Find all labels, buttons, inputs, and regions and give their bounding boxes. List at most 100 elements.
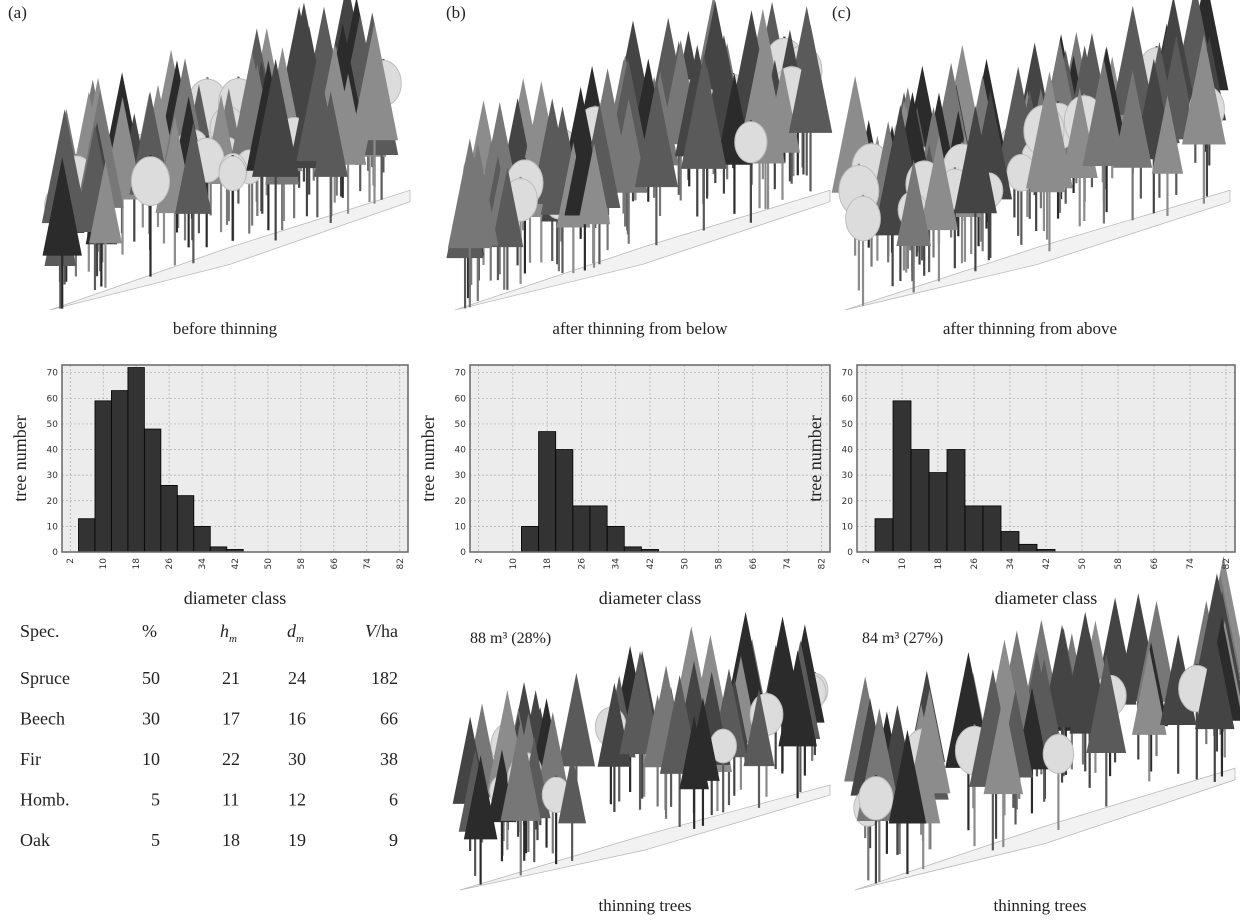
x-tick-label: 34 bbox=[1006, 558, 1016, 570]
bar bbox=[589, 505, 608, 553]
panel-label: (c) bbox=[832, 3, 851, 22]
bar bbox=[160, 484, 178, 553]
table-header: V/ha bbox=[365, 621, 398, 641]
bar bbox=[874, 518, 894, 553]
bar bbox=[982, 505, 1002, 553]
y-tick-label: 70 bbox=[47, 369, 59, 379]
header-symbol: d bbox=[287, 621, 297, 641]
row-species: Homb. bbox=[20, 790, 70, 810]
conifer-crown bbox=[88, 161, 122, 244]
x-tick-label: 50 bbox=[1078, 558, 1088, 570]
conifer-crown bbox=[447, 138, 492, 249]
y-tick-label: 70 bbox=[842, 369, 854, 379]
bar bbox=[94, 400, 112, 553]
x-tick-label: 58 bbox=[1114, 558, 1124, 570]
y-tick-label: 0 bbox=[52, 548, 58, 558]
table-cell: 16 bbox=[288, 709, 306, 729]
x-tick-label: 74 bbox=[783, 558, 793, 570]
x-tick-label: 42 bbox=[646, 558, 656, 569]
conifer-crown bbox=[577, 143, 611, 225]
x-tick-label: 18 bbox=[934, 558, 944, 570]
y-tick-label: 50 bbox=[47, 420, 59, 430]
forest bbox=[446, 0, 833, 311]
y-tick-label: 60 bbox=[455, 394, 467, 404]
y-tick-label: 30 bbox=[47, 471, 59, 481]
bar bbox=[193, 525, 211, 553]
table-header: % bbox=[142, 621, 157, 641]
x-tick-label: 2 bbox=[66, 558, 76, 564]
y-tick-label: 50 bbox=[842, 420, 854, 430]
x-tick-label: 34 bbox=[198, 558, 208, 570]
conifer-crown bbox=[557, 672, 596, 767]
bar bbox=[572, 505, 591, 553]
conifer-crown bbox=[778, 650, 817, 747]
bar bbox=[946, 449, 966, 553]
x-tick-label: 26 bbox=[577, 558, 587, 570]
forest-illustrations bbox=[41, 0, 1240, 891]
conifer-crown bbox=[1195, 630, 1235, 730]
table-cell: 5 bbox=[151, 830, 160, 850]
conifer-crown bbox=[175, 122, 212, 214]
y-axis-label: tree number bbox=[418, 415, 438, 501]
conifer-crown bbox=[463, 755, 498, 840]
conifer-crown bbox=[680, 54, 727, 169]
table-cell: 22 bbox=[222, 749, 240, 769]
x-tick-label: 10 bbox=[99, 558, 109, 570]
table-cell: 11 bbox=[222, 790, 239, 810]
table-cell: 17 bbox=[222, 709, 240, 729]
panel-label: (b) bbox=[446, 3, 466, 22]
ground bbox=[49, 189, 411, 311]
x-tick-label: 66 bbox=[1150, 558, 1160, 570]
conifer-crown bbox=[1082, 59, 1126, 167]
conifer-crown bbox=[1086, 653, 1127, 754]
conifer-crown bbox=[609, 98, 648, 193]
y-tick-label: 0 bbox=[847, 548, 853, 558]
x-tick-label: 2 bbox=[862, 558, 872, 564]
forest bbox=[41, 0, 411, 311]
bar bbox=[1018, 543, 1038, 553]
x-tick-label: 34 bbox=[612, 558, 622, 570]
table-cell: 66 bbox=[380, 709, 398, 729]
x-tick-label: 58 bbox=[297, 558, 307, 570]
bar bbox=[964, 505, 984, 553]
table-cell: 5 bbox=[151, 790, 160, 810]
x-tick-label: 26 bbox=[970, 558, 980, 570]
conifer-crown bbox=[313, 91, 348, 177]
x-tick-label: 50 bbox=[680, 558, 690, 570]
x-tick-label: 50 bbox=[264, 558, 274, 570]
conifer-crown bbox=[1181, 34, 1226, 145]
table-cell: 12 bbox=[288, 790, 306, 810]
table-cell: 50 bbox=[142, 668, 160, 688]
conifer-crown bbox=[1026, 71, 1073, 189]
conifer-crown bbox=[491, 167, 524, 248]
removal-caption: thinning trees bbox=[598, 896, 691, 915]
bar bbox=[538, 431, 557, 553]
conifer-crown bbox=[788, 24, 833, 133]
y-tick-label: 60 bbox=[47, 394, 59, 404]
bar bbox=[176, 495, 195, 553]
x-tick-label: 66 bbox=[330, 558, 340, 570]
conifer-crown bbox=[1113, 70, 1153, 168]
table-header: dm bbox=[287, 621, 304, 645]
bar bbox=[143, 428, 162, 553]
ground bbox=[454, 189, 831, 311]
x-tick-label: 26 bbox=[165, 558, 175, 570]
table-cell: 24 bbox=[288, 668, 306, 688]
conifer-crown bbox=[679, 715, 709, 790]
x-tick-label: 2 bbox=[475, 558, 485, 564]
bar bbox=[555, 449, 574, 553]
y-tick-label: 20 bbox=[47, 497, 59, 507]
y-tick-label: 30 bbox=[455, 471, 467, 481]
table-cell: 21 bbox=[222, 668, 240, 688]
y-tick-label: 30 bbox=[842, 471, 854, 481]
y-tick-label: 40 bbox=[842, 446, 854, 456]
conifer-crown bbox=[983, 695, 1024, 795]
bar bbox=[78, 518, 96, 553]
x-tick-label: 74 bbox=[1186, 558, 1196, 570]
broadleaf-crown bbox=[218, 155, 247, 192]
x-axis-label: diameter class bbox=[599, 588, 701, 608]
bar bbox=[127, 367, 145, 553]
